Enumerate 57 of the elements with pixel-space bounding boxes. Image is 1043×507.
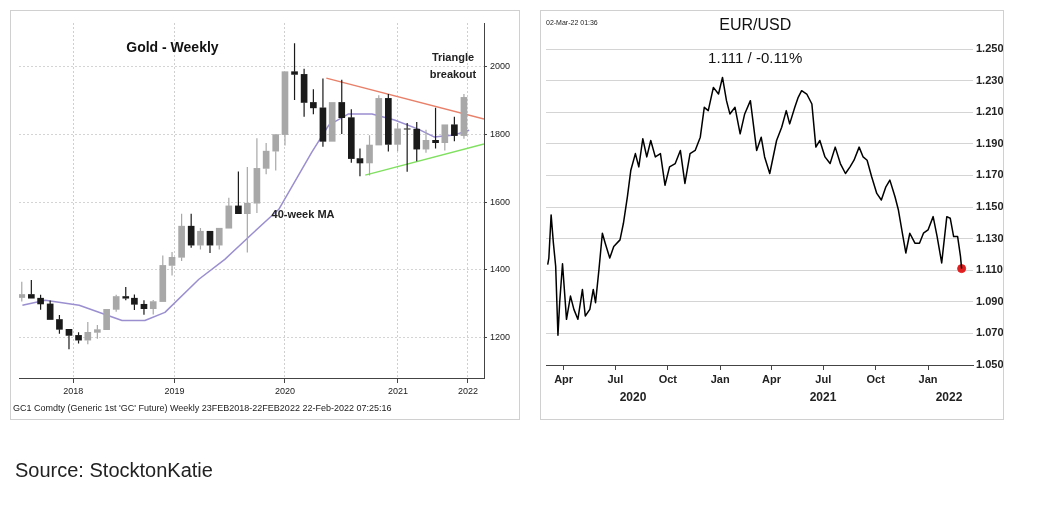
x-tick-label: 2022 xyxy=(457,385,478,396)
candlestick xyxy=(300,68,308,118)
y-tick-label: 1.230 xyxy=(976,73,1004,86)
y-tick-label: 1.250 xyxy=(976,42,1004,55)
candlestick xyxy=(253,137,261,214)
x-tick-label: Jan xyxy=(918,372,938,385)
x-tick-label: Apr xyxy=(554,372,574,385)
candlestick xyxy=(112,294,120,313)
y-tick-label: 1.090 xyxy=(976,294,1004,307)
y-tick-label: 1200 xyxy=(490,331,511,342)
chart-title: EUR/USD xyxy=(719,16,792,34)
annotation: Triangle breakout xyxy=(429,50,477,80)
text: GC1 Comdty (Generic 1st 'GC' Future) Weekly 23FEB2018-22FEB2022 22-Feb-2022 07:25:16 xyxy=(13,403,392,414)
annotation: 40-week MA xyxy=(271,208,335,221)
y-tick-label: 1.050 xyxy=(976,358,1004,371)
y-tick-label: 1.190 xyxy=(976,136,1004,149)
y-tick-label: 1.070 xyxy=(976,326,1004,339)
candlestick xyxy=(56,314,63,335)
candlestick xyxy=(413,121,421,162)
source-note: Source: StocktonKatie xyxy=(15,458,213,481)
x-tick-label: Oct xyxy=(866,372,886,385)
x-tick-label: 2019 xyxy=(164,385,185,396)
candlestick xyxy=(168,251,176,277)
candlestick xyxy=(310,88,317,115)
chart-subtitle: 1.111 / -0.11% xyxy=(708,49,803,67)
y-tick-label: 1.150 xyxy=(976,200,1004,213)
candlestick xyxy=(366,134,373,177)
text: Gold - Weekly xyxy=(126,38,219,55)
candlestick xyxy=(460,93,468,140)
candlestick xyxy=(215,227,223,251)
x-tick-label: Apr xyxy=(761,372,782,385)
candlestick xyxy=(244,166,251,254)
y-tick-label: 1.130 xyxy=(976,231,1004,244)
y-tick-label: 1.210 xyxy=(976,105,1004,118)
x-tick-label: Jul xyxy=(607,372,624,385)
x-tick-label: Jul xyxy=(815,372,832,385)
y-tick-label: 1800 xyxy=(490,129,511,140)
x-tick-label: 2021 xyxy=(387,385,408,396)
candlestick xyxy=(235,170,242,215)
candlestick xyxy=(432,107,439,150)
candlestick xyxy=(328,102,336,142)
y-tick-label: 1.110 xyxy=(976,263,1003,276)
x-tick-label: Oct xyxy=(658,372,678,385)
candlestick xyxy=(291,42,298,101)
y-tick-label: 1400 xyxy=(490,264,511,275)
candlestick xyxy=(272,134,280,172)
candlestick xyxy=(94,324,101,340)
y-tick-label: 2000 xyxy=(490,61,511,72)
y-tick-label: 1600 xyxy=(490,196,511,207)
candlestick xyxy=(131,293,138,311)
y-tick-label: 1.170 xyxy=(976,168,1004,181)
x-tick-label: 2018 xyxy=(63,385,84,396)
x-tick-label: Jan xyxy=(710,372,730,385)
candlestick xyxy=(338,79,346,135)
candlestick xyxy=(281,71,289,146)
x-tick-label: 2020 xyxy=(274,385,295,396)
candlestick xyxy=(103,309,110,330)
